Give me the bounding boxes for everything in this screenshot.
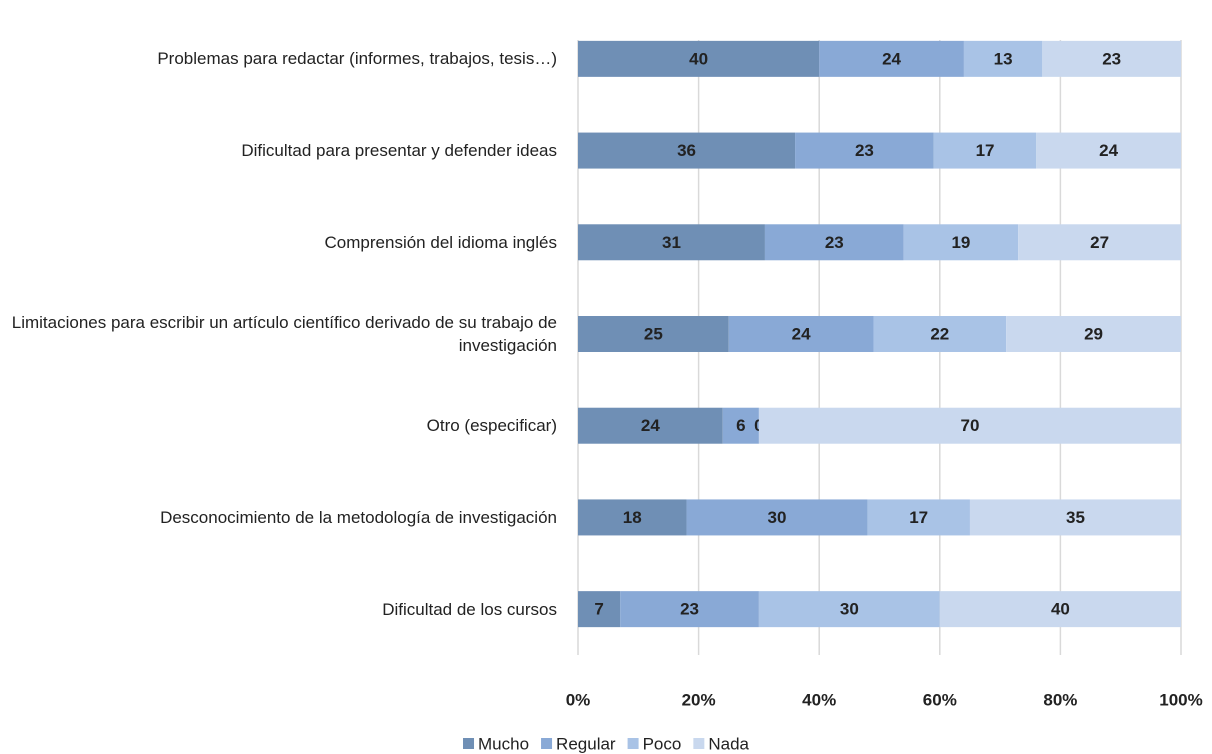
category-label: Dificultad de los cursos bbox=[382, 599, 557, 619]
category-label: Limitaciones para escribir un artículo c… bbox=[11, 313, 557, 355]
data-label: 7 bbox=[594, 600, 603, 619]
data-label: 23 bbox=[855, 141, 874, 160]
category-label: Problemas para redactar (informes, traba… bbox=[157, 49, 557, 69]
bar-segment bbox=[1036, 132, 1181, 169]
legend-swatch bbox=[693, 738, 705, 749]
data-label: 25 bbox=[644, 324, 663, 343]
x-tick-label: 80% bbox=[1043, 690, 1077, 709]
bar-segment bbox=[578, 40, 820, 77]
bar-segment bbox=[758, 407, 1181, 444]
data-label: 18 bbox=[623, 508, 642, 527]
x-tick-label: 0% bbox=[566, 690, 591, 709]
bar-segment bbox=[578, 224, 765, 261]
bar-segment bbox=[933, 132, 1037, 169]
bar-segment bbox=[764, 224, 904, 261]
data-label: 31 bbox=[662, 233, 681, 252]
category-label: Dificultad para presentar y defender ide… bbox=[241, 141, 557, 161]
bar-segment bbox=[873, 316, 1007, 352]
bar-segment bbox=[1018, 224, 1181, 261]
bar-segment bbox=[939, 591, 1181, 628]
bar-segment bbox=[1042, 40, 1181, 77]
legend-swatch bbox=[463, 738, 475, 749]
bar-segment bbox=[758, 591, 940, 628]
data-label: 23 bbox=[825, 233, 844, 252]
bar-segment bbox=[903, 224, 1019, 261]
data-label: 23 bbox=[1102, 49, 1121, 68]
category-label: Comprensión del idioma inglés bbox=[324, 232, 557, 252]
data-label: 27 bbox=[1090, 233, 1109, 252]
bar-segment bbox=[578, 407, 723, 444]
bar-segment bbox=[867, 499, 970, 536]
data-label: 13 bbox=[994, 49, 1013, 68]
data-label: 70 bbox=[960, 416, 979, 435]
data-label: 17 bbox=[909, 508, 928, 527]
bar-segment bbox=[578, 499, 687, 536]
bar-segment bbox=[728, 316, 874, 352]
legend-label: Poco bbox=[643, 734, 682, 753]
x-tick-label: 40% bbox=[802, 690, 836, 709]
data-label: 24 bbox=[1099, 141, 1118, 160]
bar-segment bbox=[686, 499, 868, 536]
bar-segment bbox=[578, 132, 796, 169]
data-label: 24 bbox=[641, 416, 660, 435]
category-label: Desconocimiento de la metodología de inv… bbox=[160, 507, 557, 527]
data-label: 30 bbox=[768, 508, 787, 527]
data-label: 17 bbox=[976, 141, 995, 160]
data-label: 35 bbox=[1066, 508, 1085, 527]
bar-segment bbox=[1006, 316, 1181, 352]
legend-label: Regular bbox=[556, 734, 616, 753]
x-tick-label: 100% bbox=[1159, 690, 1202, 709]
category-label: Otro (especificar) bbox=[426, 416, 557, 436]
legend-label: Nada bbox=[708, 734, 749, 753]
x-tick-label: 20% bbox=[682, 690, 716, 709]
bar-segment bbox=[722, 407, 759, 444]
data-label: 19 bbox=[951, 233, 970, 252]
data-label: 6 bbox=[736, 416, 745, 435]
data-label: 29 bbox=[1084, 324, 1103, 343]
data-label: 23 bbox=[680, 600, 699, 619]
x-tick-label: 60% bbox=[923, 690, 957, 709]
bar-segment bbox=[969, 499, 1181, 536]
legend-swatch bbox=[541, 738, 553, 749]
data-label: 24 bbox=[882, 49, 901, 68]
bar-segment bbox=[578, 316, 729, 352]
data-label: 22 bbox=[930, 324, 949, 343]
data-label: 40 bbox=[1051, 600, 1070, 619]
bar-segment bbox=[963, 40, 1043, 77]
legend-label: Mucho bbox=[478, 734, 529, 753]
data-label: 36 bbox=[677, 141, 696, 160]
bar-segment bbox=[620, 591, 759, 628]
bar-segment bbox=[819, 40, 964, 77]
bar-segment bbox=[578, 591, 621, 628]
data-label: 24 bbox=[792, 324, 811, 343]
bar-segment bbox=[795, 132, 934, 169]
data-label: 40 bbox=[689, 49, 708, 68]
data-label: 30 bbox=[840, 600, 859, 619]
legend-swatch bbox=[627, 738, 639, 749]
